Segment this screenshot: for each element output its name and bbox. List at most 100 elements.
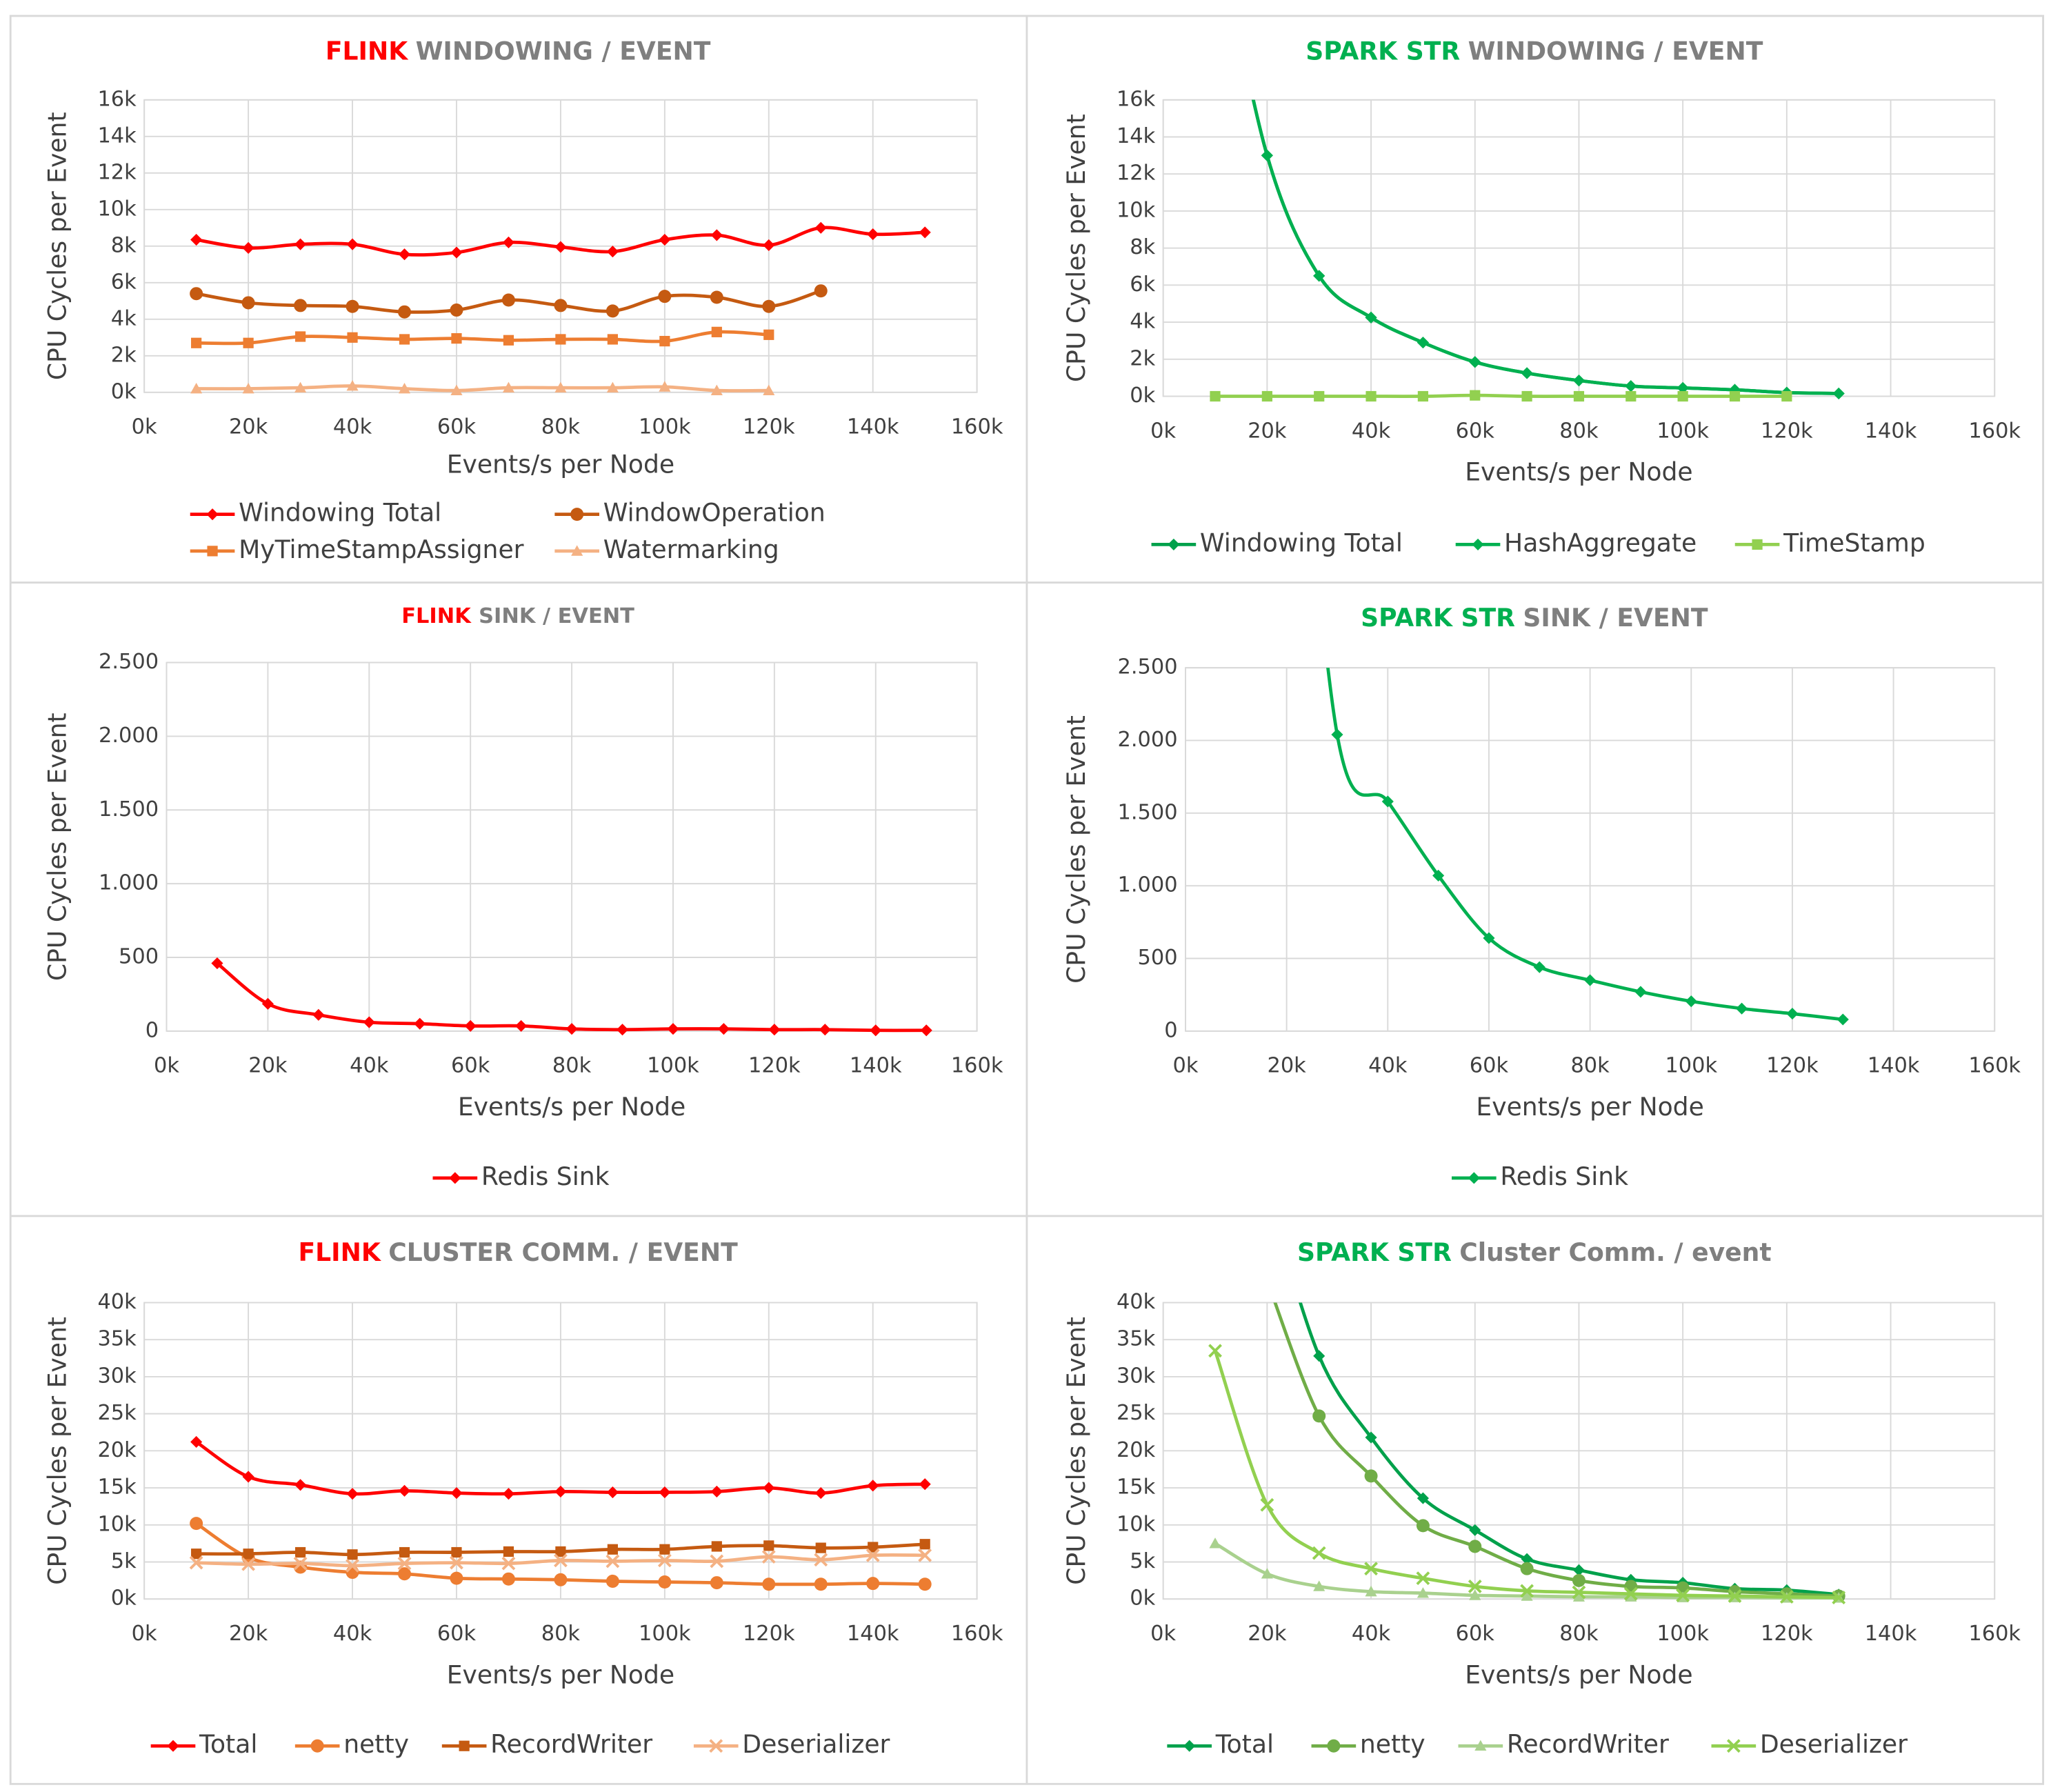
- x-tick-label: 0k: [132, 1622, 157, 1646]
- marker: [399, 334, 410, 345]
- marker: [1677, 390, 1688, 402]
- x-tick-label: 120k: [743, 415, 795, 439]
- marker: [502, 381, 514, 393]
- x-tick-label: 140k: [1868, 1054, 1920, 1078]
- y-tick-label: 1.000: [1118, 873, 1178, 897]
- marker: [1381, 795, 1394, 808]
- marker: [657, 1553, 672, 1568]
- marker: [1779, 1590, 1794, 1604]
- marker: [571, 545, 583, 556]
- marker: [606, 1554, 620, 1569]
- marker: [294, 381, 307, 393]
- marker: [190, 382, 203, 394]
- y-tick-label: 4k: [111, 306, 137, 330]
- y-tick-label: 5k: [111, 1549, 137, 1573]
- marker: [450, 384, 463, 396]
- x-tick-label: 80k: [541, 1622, 581, 1646]
- legend-label: netty: [1360, 1729, 1425, 1759]
- marker: [242, 382, 254, 394]
- marker: [347, 1549, 358, 1560]
- marker: [310, 1739, 324, 1753]
- marker: [1474, 1740, 1487, 1751]
- plot: [1210, 99, 1845, 402]
- y-tick-label: 0: [146, 1018, 159, 1042]
- y-tick-label: 0: [1164, 1018, 1177, 1042]
- y-tick-label: 15k: [1117, 1475, 1156, 1500]
- marker: [1468, 1580, 1482, 1593]
- marker: [709, 1739, 723, 1753]
- marker: [554, 1553, 568, 1568]
- x-tick-label: 80k: [1559, 1622, 1599, 1646]
- marker: [191, 1549, 202, 1560]
- marker: [1625, 380, 1637, 392]
- marker: [1676, 1588, 1690, 1602]
- y-tick-label: 25k: [97, 1401, 137, 1425]
- marker: [346, 1566, 359, 1580]
- marker: [294, 1479, 307, 1491]
- y-tick-label: 25k: [1117, 1401, 1156, 1425]
- marker: [667, 1023, 679, 1035]
- x-tick-label: 60k: [1470, 1054, 1509, 1078]
- marker: [241, 296, 255, 310]
- marker: [606, 304, 619, 318]
- marker: [294, 299, 308, 312]
- x-tick-label: 60k: [437, 1622, 477, 1646]
- marker: [191, 337, 202, 348]
- marker: [1364, 1469, 1378, 1483]
- marker: [1470, 390, 1481, 401]
- x-tick-label: 120k: [1766, 1054, 1819, 1078]
- marker: [554, 299, 568, 312]
- marker: [501, 1572, 515, 1586]
- x-tick-label: 20k: [229, 415, 268, 439]
- marker: [866, 1577, 880, 1591]
- x-tick-label: 40k: [1368, 1054, 1408, 1078]
- x-tick-label: 20k: [1248, 1622, 1287, 1646]
- x-tick-label: 60k: [451, 1054, 490, 1078]
- marker: [555, 334, 566, 345]
- marker: [449, 1172, 461, 1184]
- x-tick-label: 0k: [132, 415, 157, 439]
- chart-title: SPARK STR Cluster Comm. / event: [1297, 1237, 1772, 1267]
- marker: [554, 241, 567, 253]
- y-tick-label: 16k: [1117, 87, 1156, 111]
- marker: [293, 1556, 308, 1571]
- marker: [606, 1574, 619, 1588]
- marker: [1572, 1591, 1585, 1602]
- y-tick-label: 2k: [111, 343, 137, 367]
- y-axis-title: CPU Cycles per Event: [43, 112, 72, 380]
- marker: [1327, 1739, 1341, 1753]
- marker: [1729, 390, 1741, 402]
- x-tick-label: 40k: [350, 1054, 389, 1078]
- marker: [450, 303, 463, 317]
- marker: [711, 326, 722, 337]
- x-tick-label: 40k: [333, 1622, 372, 1646]
- legend-label: netty: [343, 1729, 409, 1759]
- series-line: [1215, 393, 1787, 398]
- marker: [606, 1486, 619, 1499]
- x-tick-label: 120k: [1761, 419, 1813, 443]
- marker: [1520, 1584, 1534, 1598]
- marker: [346, 1558, 359, 1573]
- y-tick-label: 1.000: [99, 871, 159, 895]
- marker: [659, 381, 671, 392]
- x-axis-title: Events/s per Node: [447, 449, 674, 479]
- marker: [1786, 1008, 1799, 1020]
- y-tick-label: 14k: [1117, 124, 1156, 148]
- x-tick-label: 160k: [951, 1622, 1003, 1646]
- marker: [1468, 1172, 1480, 1184]
- marker: [710, 1554, 724, 1569]
- marker: [1168, 538, 1180, 550]
- y-tick-label: 1.500: [1118, 800, 1178, 824]
- y-tick-label: 6k: [111, 270, 137, 294]
- marker: [918, 1577, 932, 1591]
- marker: [607, 334, 618, 345]
- marker: [398, 248, 411, 261]
- x-tick-label: 80k: [552, 1054, 592, 1078]
- marker: [398, 382, 411, 394]
- marker: [206, 508, 219, 521]
- y-tick-label: 500: [1138, 946, 1178, 970]
- marker: [1261, 1568, 1273, 1579]
- marker: [1417, 390, 1429, 402]
- marker: [761, 1550, 776, 1564]
- marker: [346, 379, 359, 391]
